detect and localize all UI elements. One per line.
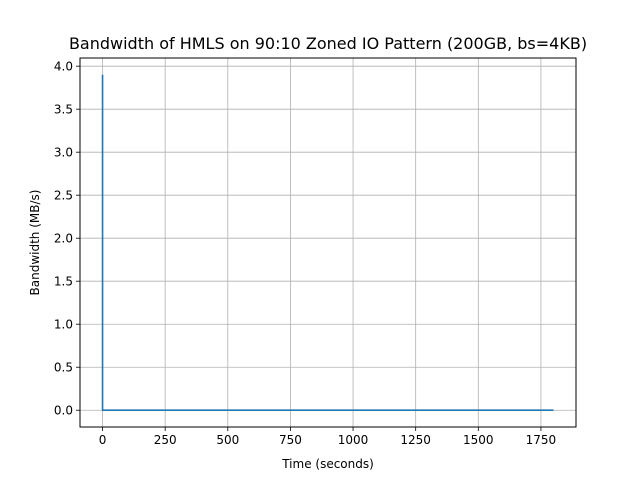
- bandwidth-series-line: [101, 74, 554, 412]
- x-tick-label: 750: [279, 433, 302, 447]
- chart-title: Bandwidth of HMLS on 90:10 Zoned IO Patt…: [69, 34, 587, 53]
- series-layer: [101, 74, 554, 412]
- plot-area-frame: [79, 57, 577, 428]
- x-tick-label: 1250: [400, 433, 431, 447]
- x-tick-label: 500: [216, 433, 239, 447]
- y-tick-label: 0.5: [54, 361, 73, 375]
- x-tick-label: 0: [99, 433, 107, 447]
- grid-lines: [80, 58, 576, 427]
- x-axis-label: Time (seconds): [281, 457, 374, 471]
- y-tick-label: 3.0: [54, 146, 73, 160]
- y-tick-label: 2.0: [54, 232, 73, 246]
- y-tick-label: 1.0: [54, 318, 73, 332]
- y-tick-label: 0.0: [54, 404, 73, 418]
- x-tick-label: 250: [154, 433, 177, 447]
- x-tick-label: 1000: [338, 433, 369, 447]
- y-axis-label: Bandwidth (MB/s): [28, 190, 42, 296]
- x-tick-label: 1500: [463, 433, 494, 447]
- y-tick-label: 4.0: [54, 60, 73, 74]
- y-tick-label: 2.5: [54, 189, 73, 203]
- y-tick-label: 3.5: [54, 103, 73, 117]
- x-tick-label: 1750: [526, 433, 557, 447]
- x-axis-ticks: 0 250 500 750 1000 1250 1500 1750: [99, 427, 556, 447]
- y-tick-label: 1.5: [54, 275, 73, 289]
- y-axis-ticks: 0.0 0.5 1.0 1.5 2.0 2.5 3.0 3.5 4.0: [54, 60, 80, 418]
